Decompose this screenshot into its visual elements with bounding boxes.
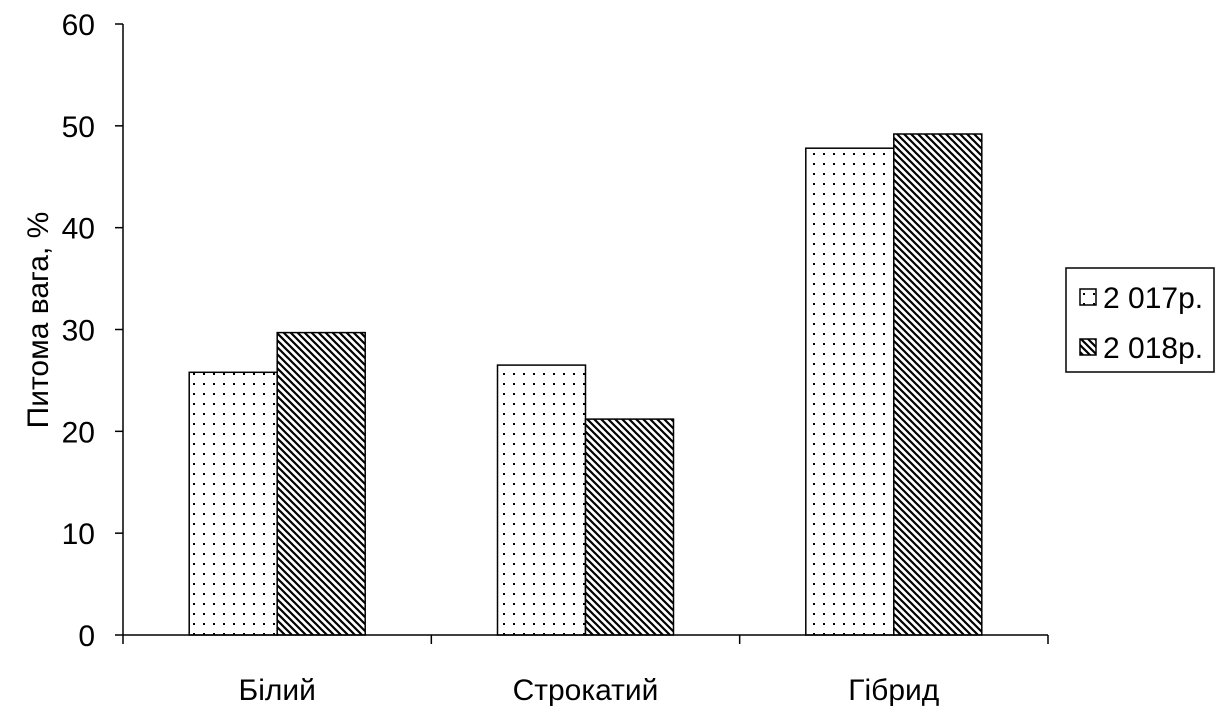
y-tick-label: 20 [62,416,95,449]
bar-1-series-2 [276,331,366,636]
bar-2-series-2 [584,418,675,636]
legend-label-2017: 2 017р. [1103,282,1203,315]
bar-1-series-1 [188,371,278,636]
x-tick-label: Білий [239,674,316,707]
y-tick-label: 40 [62,213,95,246]
bar-3-series-2 [893,133,983,636]
bar-3-series-1 [805,147,895,636]
axis-layer: Білий Строкатий Гібрид 0 10 20 30 40 50 60 [62,9,1049,707]
y-tick-label: 30 [62,315,95,348]
y-axis-title: Питома вага, % [22,212,55,429]
legend-swatch-2017 [1079,288,1097,306]
y-tick-label: 50 [62,111,95,144]
legend: 2 017р. 2 018р. [1065,267,1215,373]
y-tick-label: 10 [62,518,95,551]
legend-box [1065,267,1215,373]
x-tick-label: Гібрид [848,674,939,707]
y-tick-label: 0 [78,620,95,653]
x-tick-label: Строкатий [513,674,659,707]
y-tick-label: 60 [62,9,95,42]
bar-2-series-1 [496,364,587,636]
bars-layer [188,133,983,636]
legend-label-2018: 2 018р. [1103,332,1203,365]
legend-swatch-2018 [1079,338,1097,356]
